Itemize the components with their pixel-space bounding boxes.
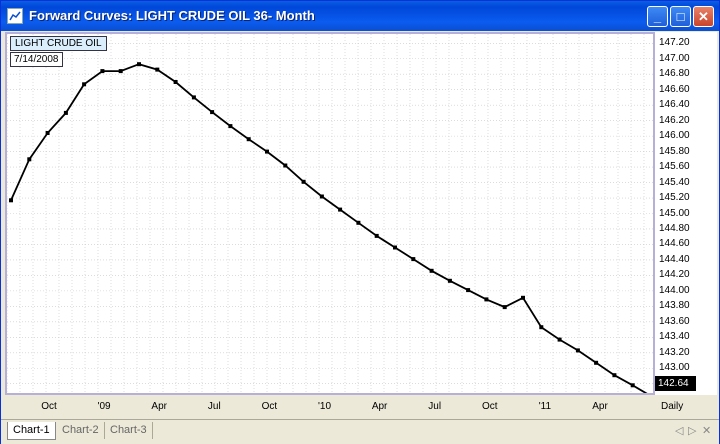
data-point[interactable] (612, 373, 617, 378)
y-tick-label: 145.60 (659, 161, 690, 173)
y-tick-label: 145.40 (659, 176, 690, 188)
data-point[interactable] (429, 268, 434, 273)
scroll-right-icon[interactable]: ▷ (688, 425, 697, 437)
data-point[interactable] (301, 179, 306, 184)
y-tick-label: 144.20 (659, 269, 690, 281)
y-tick-label: 143.60 (659, 315, 690, 327)
data-point[interactable] (228, 124, 233, 129)
y-tick-label: 144.00 (659, 284, 690, 296)
period-label[interactable]: Daily (661, 401, 684, 412)
y-tick-label: 144.40 (659, 253, 690, 265)
data-point[interactable] (539, 325, 544, 330)
data-point[interactable] (82, 82, 87, 87)
title-bar[interactable]: Forward Curves: LIGHT CRUDE OIL 36- Mont… (1, 1, 719, 31)
y-tick-label: 145.20 (659, 192, 690, 203)
y-tick-label: 143.20 (659, 346, 690, 358)
data-point[interactable] (521, 295, 525, 300)
x-tick-label: '10 (317, 401, 332, 412)
data-point[interactable] (356, 220, 361, 225)
last-price-marker: 142.64 (655, 376, 696, 391)
y-tick-label: 145.00 (659, 207, 690, 219)
app-icon[interactable] (7, 8, 23, 24)
y-tick-label: 143.40 (659, 331, 690, 343)
scroll-left-icon[interactable]: ◁ (675, 425, 684, 437)
x-axis[interactable]: Daily Oct '09 Apr Jul Oct '10 Apr Jul Oct '11 Apr (5, 395, 717, 417)
y-tick-label: 144.80 (659, 223, 690, 234)
data-point[interactable] (557, 337, 562, 342)
data-point[interactable] (45, 131, 50, 135)
close-button[interactable]: ✕ (693, 6, 714, 27)
data-point[interactable] (447, 278, 452, 283)
data-point[interactable] (575, 348, 580, 353)
x-tick-label: Jul (428, 401, 442, 412)
chart-tab-bar: Chart-1 Chart-2 Chart-3 ◁ ▷ ✕ (1, 419, 719, 444)
legend-symbol: LIGHT CRUDE OIL (10, 36, 107, 51)
y-tick-label: 146.00 (659, 130, 690, 142)
x-tick-label: Apr (592, 401, 608, 412)
tab-chart-2[interactable]: Chart-2 (57, 422, 105, 439)
data-point[interactable] (374, 233, 379, 238)
series-line (10, 63, 648, 393)
x-tick-label: Oct (482, 401, 498, 412)
data-point[interactable] (502, 305, 507, 310)
x-tick-label: Jul (207, 401, 221, 412)
data-point[interactable] (27, 157, 32, 162)
data-point[interactable] (283, 163, 288, 168)
data-point[interactable] (100, 69, 105, 74)
data-point[interactable] (630, 383, 635, 388)
data-point[interactable] (319, 194, 324, 199)
y-tick-label: 144.60 (659, 238, 690, 250)
x-tick-label: Apr (371, 401, 388, 412)
data-point[interactable] (173, 80, 178, 84)
x-tick-label: Oct (41, 401, 57, 412)
data-point[interactable] (466, 288, 471, 293)
data-point[interactable] (9, 198, 13, 203)
data-point[interactable] (393, 245, 397, 250)
data-point[interactable] (484, 297, 489, 302)
data-point[interactable] (246, 137, 251, 142)
y-tick-label: 147.00 (659, 52, 690, 64)
tab-chart-1[interactable]: Chart-1 (7, 422, 56, 440)
data-point[interactable] (155, 67, 160, 72)
data-point[interactable] (338, 207, 343, 212)
y-tick-label: 143.00 (659, 362, 690, 374)
data-point[interactable] (411, 257, 416, 262)
legend-date: 7/14/2008 (10, 52, 63, 67)
x-tick-label: '11 (538, 401, 552, 412)
y-tick-label: 143.80 (659, 300, 690, 312)
x-tick-label: '09 (97, 401, 111, 412)
y-tick-label: 146.20 (659, 114, 690, 126)
window-title: Forward Curves: LIGHT CRUDE OIL 36- Mont… (29, 8, 315, 23)
minimize-button[interactable]: _ (647, 6, 668, 27)
x-tick-label: Apr (151, 401, 167, 412)
y-axis-panel[interactable]: 147.20 147.00 146.80 146.60 146.40 146.20 146.… (655, 32, 717, 395)
y-tick-label: 147.20 (659, 37, 690, 49)
data-point[interactable] (63, 110, 68, 115)
y-tick-label: 145.80 (659, 145, 690, 157)
data-point[interactable] (594, 360, 599, 365)
x-tick-label: Oct (261, 401, 278, 412)
data-point[interactable] (191, 95, 196, 100)
maximize-button[interactable]: □ (670, 6, 691, 27)
data-point[interactable] (210, 110, 215, 115)
close-tab-icon[interactable]: ✕ (702, 425, 712, 437)
forward-curve-plot (7, 34, 653, 393)
y-tick-label: 146.80 (659, 68, 690, 80)
chart-plot-area[interactable] (5, 32, 655, 395)
tab-chart-3[interactable]: Chart-3 (105, 422, 153, 439)
y-tick-label: 146.40 (659, 99, 690, 111)
y-tick-label: 146.60 (659, 83, 690, 95)
data-point[interactable] (118, 69, 123, 74)
data-point[interactable] (265, 149, 269, 154)
data-point[interactable] (137, 62, 141, 67)
